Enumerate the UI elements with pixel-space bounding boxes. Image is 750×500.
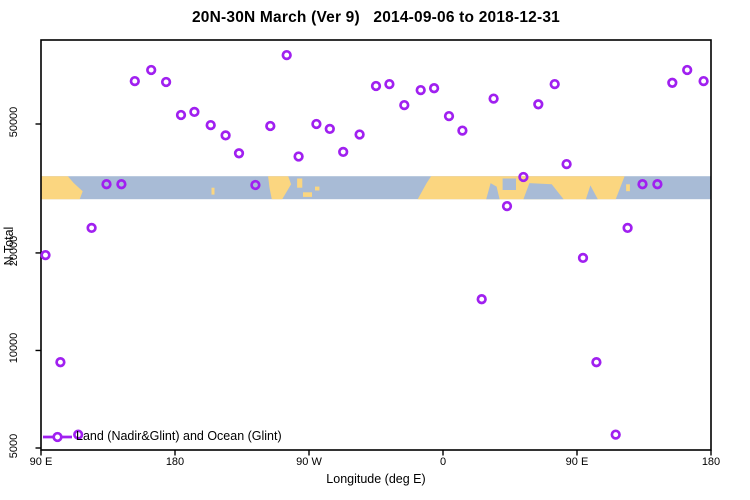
data-point: [265, 120, 276, 132]
data-point: [101, 179, 112, 190]
plot-frame: [35, 39, 712, 456]
data-point: [457, 125, 468, 136]
data-point: [354, 129, 365, 140]
data-point: [384, 78, 395, 90]
data-point: [160, 76, 172, 88]
data-point: [488, 93, 499, 104]
data-point: [637, 179, 648, 190]
y-tick-label: 50000: [8, 106, 20, 138]
data-point: [476, 294, 487, 305]
y-tick-label: 5000: [8, 433, 20, 459]
plot-border: [40, 39, 712, 451]
data-point: [591, 357, 602, 368]
data-point: [549, 78, 560, 90]
data-point: [370, 80, 382, 92]
x-tick-label: 90 E: [29, 456, 53, 468]
data-point: [86, 222, 97, 234]
data-point: [281, 49, 292, 61]
data-point: [40, 249, 51, 261]
x-tick-label: 180: [701, 456, 721, 468]
sea-arabian-sea: [523, 183, 564, 200]
data-point: [233, 148, 245, 159]
legend-point-icon: [52, 431, 63, 443]
land-cuba: [303, 192, 312, 197]
data-point: [73, 429, 84, 440]
map-band: [41, 176, 711, 200]
data-point: [518, 171, 529, 183]
sea-persian-gulf: [502, 178, 516, 190]
data-point: [443, 110, 455, 122]
x-tick-label: 180: [165, 456, 185, 468]
data-point: [311, 118, 322, 130]
land-taiwan: [626, 184, 630, 192]
x-tick-label: 0: [439, 456, 447, 468]
x-tick-label: 90 W: [296, 456, 322, 468]
data-point: [324, 123, 335, 135]
data-point: [610, 429, 621, 440]
sea-red-sea: [486, 183, 500, 200]
data-point: [577, 252, 589, 264]
data-point: [698, 75, 709, 87]
data-point: [205, 119, 216, 131]
land-florida: [297, 178, 303, 188]
data-point: [667, 77, 678, 88]
x-tick-label: 90 E: [565, 456, 589, 468]
data-point: [175, 109, 187, 121]
chart-title: 20N-30N March (Ver 9) 2014-09-06 to 2018…: [191, 9, 560, 26]
land-bahamas: [315, 186, 320, 191]
land-mexico: [268, 176, 292, 200]
data-point: [415, 84, 426, 96]
y-tick-label: 10000: [8, 333, 20, 364]
data-point: [189, 106, 200, 118]
data-points: [40, 49, 709, 440]
y-tick-label: 20000: [8, 235, 20, 267]
data-point: [428, 83, 440, 94]
legend-label: Land (Nadir&Glint) and Ocean (Glint): [76, 429, 282, 443]
land-hawaii: [211, 187, 215, 195]
data-point: [146, 64, 157, 76]
data-point: [55, 357, 66, 368]
x-axis-label: Longitude (deg E): [326, 472, 426, 486]
data-point: [533, 99, 544, 110]
data-point: [250, 179, 261, 191]
data-point: [116, 179, 127, 190]
data-point: [501, 200, 513, 212]
data-point: [293, 151, 304, 162]
data-point: [129, 75, 140, 87]
data-point: [622, 222, 633, 234]
data-point: [220, 130, 231, 141]
land-africa-asia: [417, 176, 625, 200]
data-point: [399, 99, 410, 111]
data-point: [561, 158, 572, 170]
land-asia-east: [41, 176, 83, 200]
legend-symbol: [43, 431, 72, 443]
data-point: [682, 64, 693, 76]
data-point: [652, 179, 663, 190]
sea-bay-of-bengal: [585, 185, 598, 200]
data-point: [338, 146, 349, 158]
